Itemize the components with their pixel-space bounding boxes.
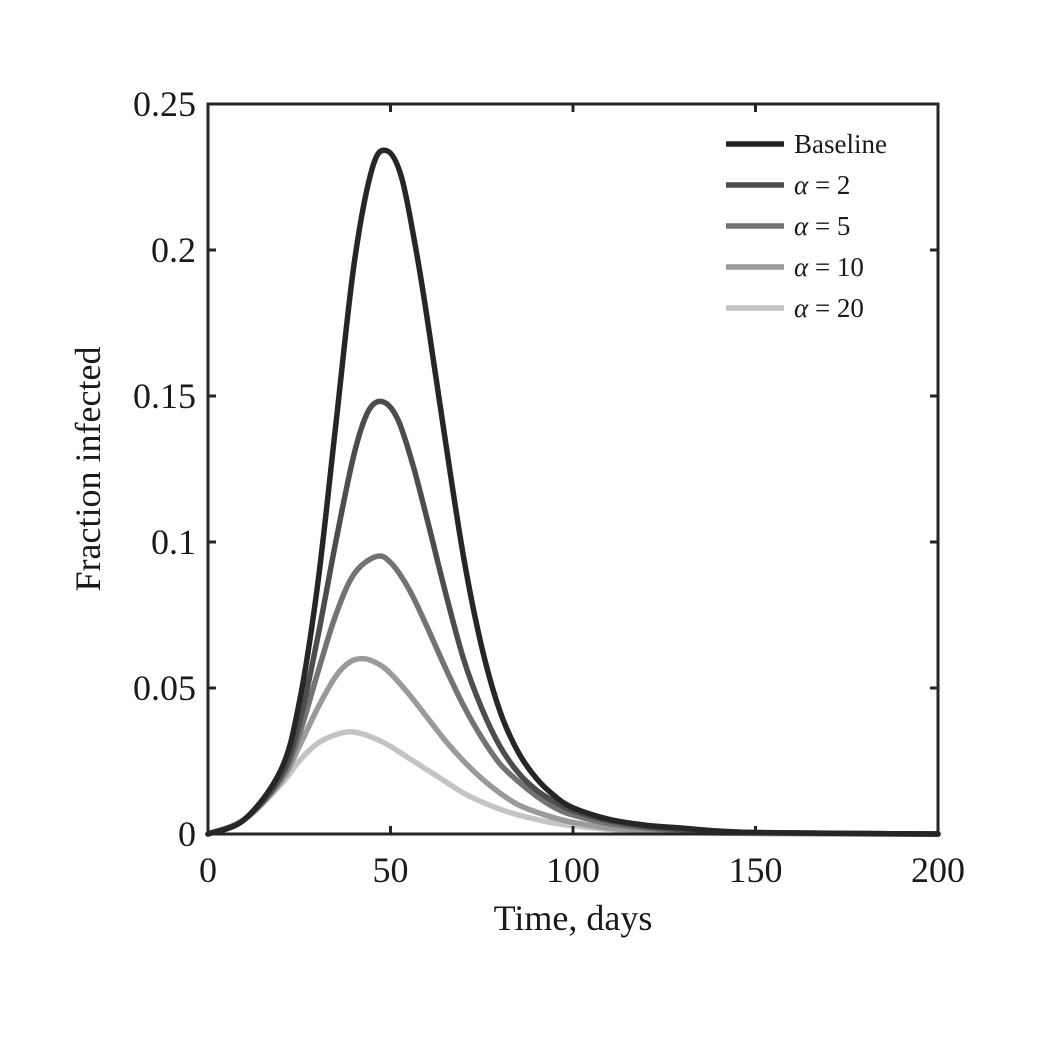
y-tick-label: 0.15 xyxy=(133,376,196,416)
tick-label-group: 0 50 100 150 200 0 0.05 0.1 0.15 0.2 0.25 xyxy=(133,84,965,890)
x-tick-label: 100 xyxy=(546,850,600,890)
x-axis-title: Time, days xyxy=(494,898,653,938)
y-tick-label: 0.1 xyxy=(151,522,196,562)
legend-label: Baseline xyxy=(794,129,887,159)
y-tick-label: 0.25 xyxy=(133,84,196,124)
y-axis-title: Fraction infected xyxy=(68,347,108,592)
y-tick-label: 0.05 xyxy=(133,668,196,708)
legend-label: α = 2 xyxy=(794,170,850,200)
legend-label: α = 5 xyxy=(794,211,850,241)
x-tick-label: 0 xyxy=(199,850,217,890)
x-tick-label: 50 xyxy=(373,850,409,890)
legend-label: α = 20 xyxy=(794,293,864,323)
tick-group xyxy=(206,102,940,836)
y-tick-label: 0 xyxy=(178,814,196,854)
x-tick-label: 200 xyxy=(911,850,965,890)
y-tick-label: 0.2 xyxy=(151,230,196,270)
x-tick-label: 150 xyxy=(729,850,783,890)
legend-label: α = 10 xyxy=(794,252,864,282)
legend: Baseline α = 2 α = 5 α = 10 α = 20 xyxy=(726,129,887,323)
series-line xyxy=(205,147,941,837)
